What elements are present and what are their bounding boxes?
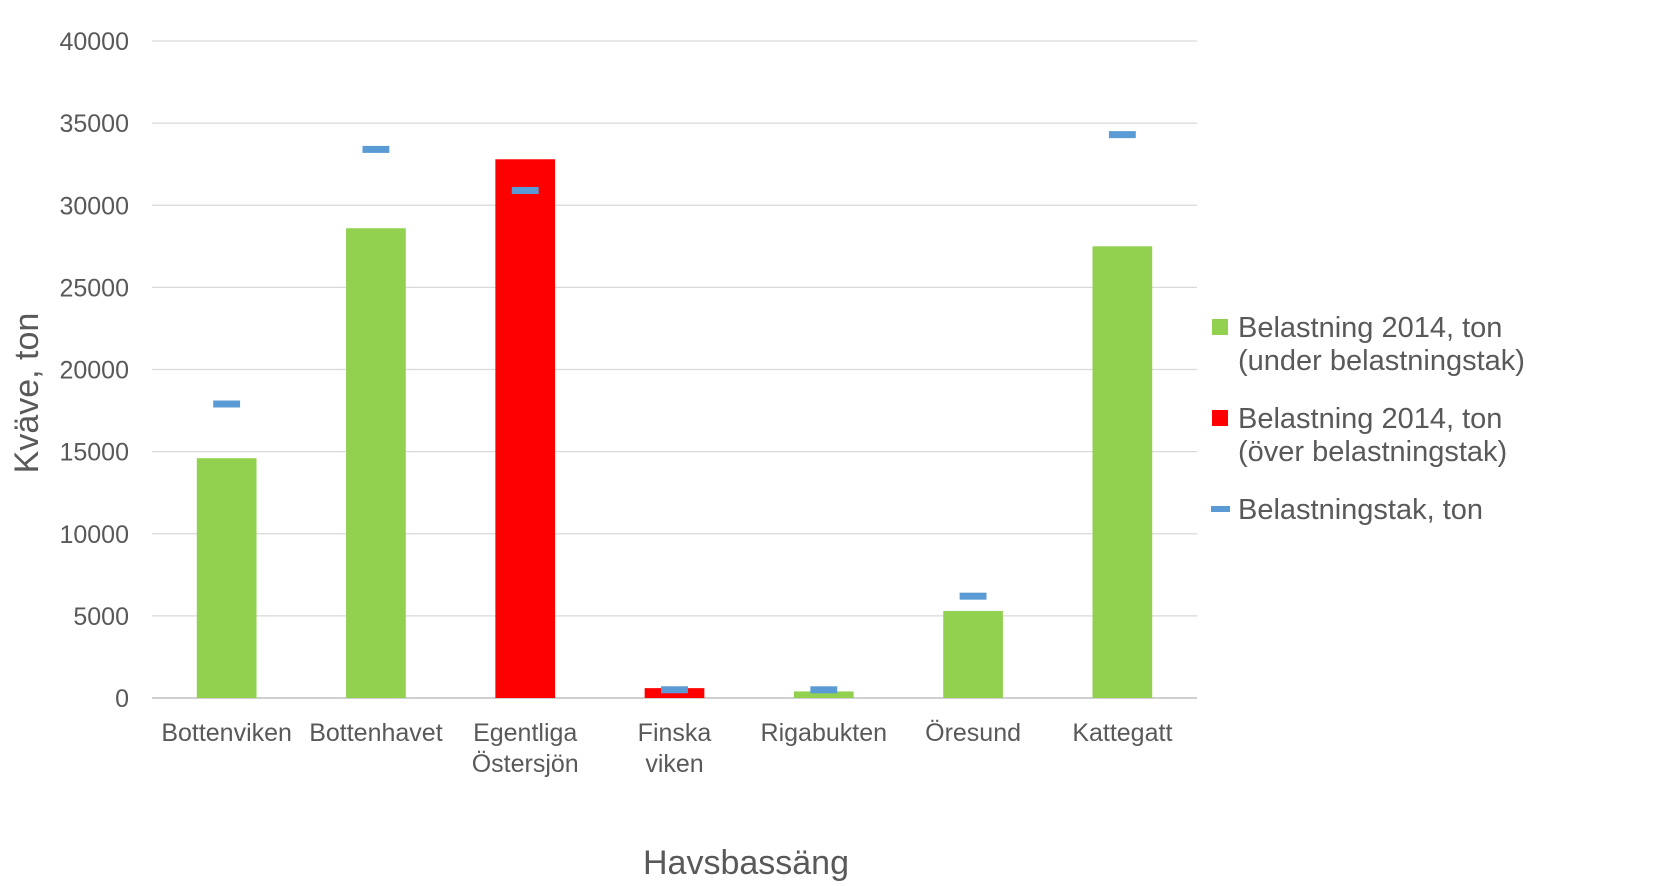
y-tick-label: 20000 xyxy=(59,357,129,385)
x-axis-title: Havsbassäng xyxy=(643,844,849,882)
legend-swatch xyxy=(1211,506,1230,512)
legend-label: Belastningstak, ton xyxy=(1238,494,1483,526)
x-tick-label: Öresund xyxy=(925,719,1021,747)
legend-label: Belastning 2014, ton (under belastningsta… xyxy=(1238,312,1525,377)
x-tick-label: Kattegatt xyxy=(1072,719,1172,747)
bar xyxy=(196,458,257,698)
y-axis-title: Kväve, ton xyxy=(8,313,46,474)
bars xyxy=(196,159,1153,698)
y-axis-ticks: 0 5000 10000 15000 20000 25000 30000 35000 40000 xyxy=(59,28,129,713)
y-tick-label: 40000 xyxy=(59,28,129,56)
cap-marker xyxy=(362,145,390,153)
cap-marker xyxy=(213,400,241,408)
x-tick-label: Egentliga Östersjön xyxy=(472,719,579,778)
cap-marker xyxy=(959,592,987,600)
bar xyxy=(346,228,406,698)
bar xyxy=(1092,246,1153,698)
x-tick-label: Bottenhavet xyxy=(309,719,442,747)
y-tick-label: 0 xyxy=(115,685,129,713)
cap-marker xyxy=(1108,131,1136,139)
cap-markers xyxy=(213,131,1136,694)
legend-swatch xyxy=(1212,319,1228,335)
y-tick-label: 25000 xyxy=(59,274,129,302)
y-tick-label: 30000 xyxy=(59,192,129,220)
x-tick-label: Rigabukten xyxy=(761,719,887,747)
x-tick-label: Finska viken xyxy=(638,719,712,778)
cap-marker xyxy=(810,686,838,694)
grid-lines xyxy=(152,40,1197,699)
y-tick-label: 5000 xyxy=(73,603,129,631)
legend-swatch xyxy=(1212,410,1228,426)
x-axis-categories: Bottenviken Bottenhavet Egentliga Östersjön… xyxy=(161,719,1172,778)
bar xyxy=(793,691,854,698)
legend: Belastning 2014, ton (under belastningsta… xyxy=(1211,312,1525,526)
y-tick-label: 35000 xyxy=(59,110,129,138)
y-tick-label: 15000 xyxy=(59,439,129,467)
y-tick-label: 10000 xyxy=(59,521,129,549)
x-tick-label: Bottenviken xyxy=(161,719,292,747)
bar xyxy=(495,159,556,698)
bar xyxy=(943,610,1003,698)
cap-marker xyxy=(511,186,539,194)
cap-marker xyxy=(661,686,688,694)
legend-label: Belastning 2014, ton (över belastningstak… xyxy=(1238,403,1507,468)
